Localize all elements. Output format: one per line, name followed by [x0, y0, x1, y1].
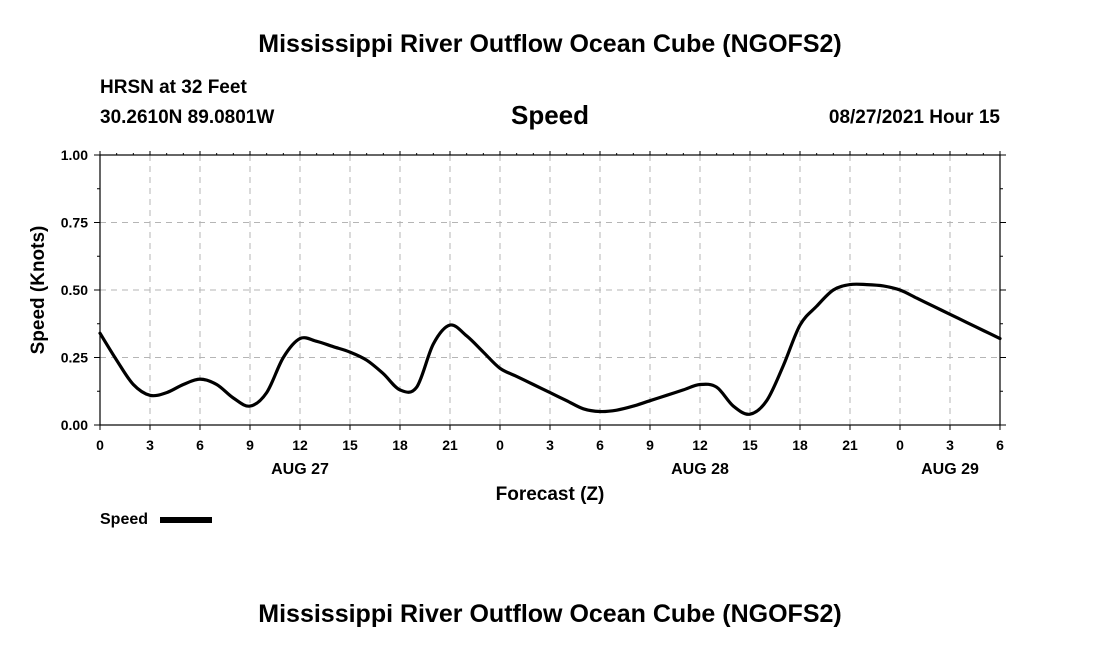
x-tick-label: 9	[246, 437, 254, 453]
x-tick-label: 21	[442, 437, 458, 453]
x-tick-label: 9	[646, 437, 654, 453]
x-tick-label: 3	[146, 437, 154, 453]
y-tick-label: 0.50	[61, 282, 88, 298]
x-tick-label: 12	[692, 437, 708, 453]
x-tick-label: 3	[546, 437, 554, 453]
y-tick-label: 1.00	[61, 147, 88, 163]
x-tick-label: 18	[392, 437, 408, 453]
x-tick-label: 0	[96, 437, 104, 453]
x-axis-title: Forecast (Z)	[496, 484, 605, 505]
date-label: AUG 27	[271, 461, 329, 478]
y-tick-label: 0.00	[61, 417, 88, 433]
x-tick-label: 3	[946, 437, 954, 453]
station-label: HRSN at 32 Feet	[100, 77, 247, 98]
x-tick-label: 0	[896, 437, 904, 453]
station-coordinates: 30.2610N 89.0801W	[100, 107, 275, 128]
x-tick-label: 6	[596, 437, 604, 453]
speed-series-line	[98, 282, 1002, 416]
x-tick-label: 6	[196, 437, 204, 453]
chart-title-top: Mississippi River Outflow Ocean Cube (NG…	[258, 30, 842, 58]
chart-title-bottom: Mississippi River Outflow Ocean Cube (NG…	[258, 600, 842, 628]
y-tick-label: 0.25	[61, 350, 88, 366]
forecast-timestamp: 08/27/2021 Hour 15	[828, 107, 1000, 128]
legend-label: Speed	[100, 511, 148, 528]
x-tick-label: 6	[996, 437, 1004, 453]
x-tick-label: 0	[496, 437, 504, 453]
plot-frame	[99, 154, 1001, 426]
x-tick-label: 18	[792, 437, 808, 453]
x-tick-label: 12	[292, 437, 308, 453]
variable-title: Speed	[510, 100, 590, 130]
date-label: AUG 28	[671, 461, 729, 478]
y-tick-label: 0.75	[61, 215, 88, 231]
x-tick-label: 15	[742, 437, 758, 453]
x-tick-label: 15	[342, 437, 358, 453]
x-tick-label: 21	[842, 437, 858, 453]
date-label: AUG 29	[921, 461, 979, 478]
y-axis-title: Speed (Knots)	[28, 226, 49, 355]
